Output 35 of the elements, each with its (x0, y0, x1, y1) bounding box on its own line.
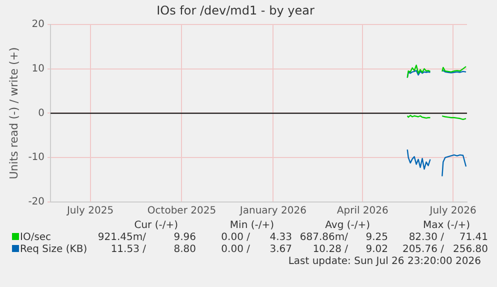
y-tick-label: -10 (28, 152, 45, 164)
y-tick-label: 20 (32, 18, 45, 30)
text: 82.30 / (408, 232, 445, 244)
text: Avg (-/+) (324, 220, 371, 232)
text: 9.25 (364, 232, 389, 244)
text: 0.00 / (220, 244, 251, 256)
y-tick-label: 10 (32, 63, 45, 74)
text: Min (-/+) (228, 220, 275, 232)
x-tick-label: January 2026 (238, 206, 306, 217)
text: 921.45m/ (96, 232, 147, 244)
text: 0.00 / (220, 232, 251, 244)
text: 3.67 (268, 244, 293, 256)
x-tick-label: July 2026 (428, 206, 476, 217)
y-axis-title: Units read (-) / write (+) (7, 47, 20, 180)
text: 11.53 / (110, 244, 147, 256)
text: 10.28 / (312, 244, 349, 256)
text: Cur (-/+) (133, 220, 179, 232)
y-tick-label: -20 (28, 196, 45, 208)
x-tick-label: April 2026 (336, 206, 388, 217)
text: 256.80 (452, 244, 489, 256)
y-tick-label: 0 (38, 108, 45, 119)
text: 687.86m/ (298, 232, 349, 244)
text: 205.76 / (401, 244, 445, 256)
text: 4.33 (268, 232, 293, 244)
legend-label: Req Size (KB) (20, 244, 88, 255)
text: Max (-/+) (422, 220, 471, 232)
x-tick-label: July 2025 (66, 206, 114, 217)
x-tick-label: October 2025 (147, 206, 216, 217)
text: 8.80 (172, 244, 197, 256)
text: 9.96 (172, 232, 197, 244)
chart-title: IOs for /dev/md1 - by year (156, 3, 314, 18)
legend-label: IO/sec (20, 232, 52, 243)
text: 9.02 (364, 244, 389, 256)
text: Last update: Sun Jul 26 23:20:00 2026 (287, 256, 482, 268)
text: 71.41 (458, 232, 489, 244)
